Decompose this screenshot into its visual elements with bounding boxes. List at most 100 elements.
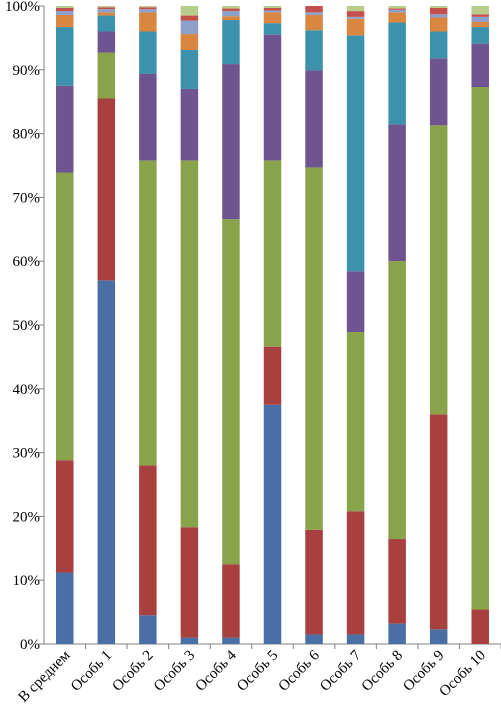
bar-segment [346,11,365,17]
bar-segment [346,511,365,635]
y-axis-ticks: 0% 10% 20% 30% 40% 50% 60% 70% 80% 90% 100% [5,0,44,653]
bar-segment [429,6,448,8]
bar-segment [139,31,157,74]
bar-segment [263,346,282,405]
bar-segment [97,31,116,53]
bar-segment [429,17,448,32]
y-tick-label: 70% [13,190,41,206]
y-tick-label: 100% [5,0,40,15]
bar-segment [388,124,406,262]
bar-segment [97,9,116,13]
bar-segment [180,527,199,638]
bar-segment [305,6,323,13]
bar-segment [471,27,489,44]
y-tick-label: 60% [13,254,41,270]
bar-segment [305,167,323,530]
bar-segment [56,27,74,86]
x-category-label: Особь 10 [437,648,489,700]
bar-segment [97,15,116,32]
bar-segment [305,70,323,168]
bar-segment [263,7,282,11]
bar-segment [222,20,240,65]
bar-segment [263,10,282,13]
bar-segment [222,219,240,565]
bar-segment [471,43,489,88]
bar-segment [139,160,157,466]
x-category-label: Особь 4 [193,647,241,695]
bar-segment [180,20,199,35]
y-tick-label: 10% [13,573,41,589]
x-category-label: Особь 8 [359,648,406,695]
bar-segment [346,332,365,512]
bar-segment [222,637,240,644]
bar-segment [305,30,323,71]
y-tick-label: 50% [13,318,41,334]
bar-segment [471,14,489,17]
bar-segment [305,529,323,635]
bar-segment [346,18,365,36]
bar-segment [388,261,406,540]
bar-segment [139,7,157,10]
bar-segment [305,634,323,644]
y-tick-label: 40% [13,382,41,398]
bar-segment [305,12,323,15]
bar-segment [56,7,74,12]
bar-segment [180,34,199,51]
bar-segment [346,634,365,644]
bar-segment [263,34,282,161]
bar-segment [139,12,157,32]
bar-segment [56,460,74,573]
bar-segment [429,629,448,644]
bar-segment [222,564,240,638]
bar-segment [346,35,365,272]
bar-segment [139,73,157,161]
bar-segment [388,9,406,13]
bar-segment [97,280,116,644]
bar-segment [139,9,157,13]
x-category-label: Особь 5 [234,648,281,695]
x-category-label: Особь 1 [68,648,115,695]
bar-segment [56,14,74,28]
bar-segment [180,637,199,644]
bar-segment [388,12,406,23]
bar-segment [263,404,282,644]
bar-segment [180,15,199,21]
bar-segment [263,160,282,347]
bar-segment [471,609,489,644]
bar-segment [471,6,489,15]
x-category-label: Особь 7 [317,647,365,695]
bar-segment [97,52,116,99]
bar-stacks [56,6,501,649]
bar-segment [388,8,406,10]
bar-segment [97,7,116,10]
bar-segment [388,539,406,624]
x-category-label: Особь 2 [110,648,157,695]
bar-segment [429,414,448,630]
bar-segment [263,23,282,35]
bar-segment [139,615,157,644]
bar-segment [429,58,448,126]
x-category-label: В среднем [15,647,73,705]
bar-segment [346,6,365,12]
bar-segment [97,98,116,281]
bar-segment [346,271,365,333]
bar-segment [56,6,74,8]
bar-segment [56,11,74,15]
bar-segment [263,6,282,8]
bar-segment [180,6,199,16]
x-category-label: Особь 3 [151,648,198,695]
bar-segment [388,22,406,125]
bar-segment [97,12,116,16]
bar-segment [429,7,448,15]
bar-segment [471,16,489,22]
bar-segment [263,12,282,24]
y-tick-label: 0% [20,637,40,653]
bar-segment [429,125,448,415]
bar-segment [222,16,240,21]
bar-segment [180,50,199,89]
bar-segment [56,172,74,461]
bar-segment [56,85,74,173]
bar-segment [388,623,406,644]
